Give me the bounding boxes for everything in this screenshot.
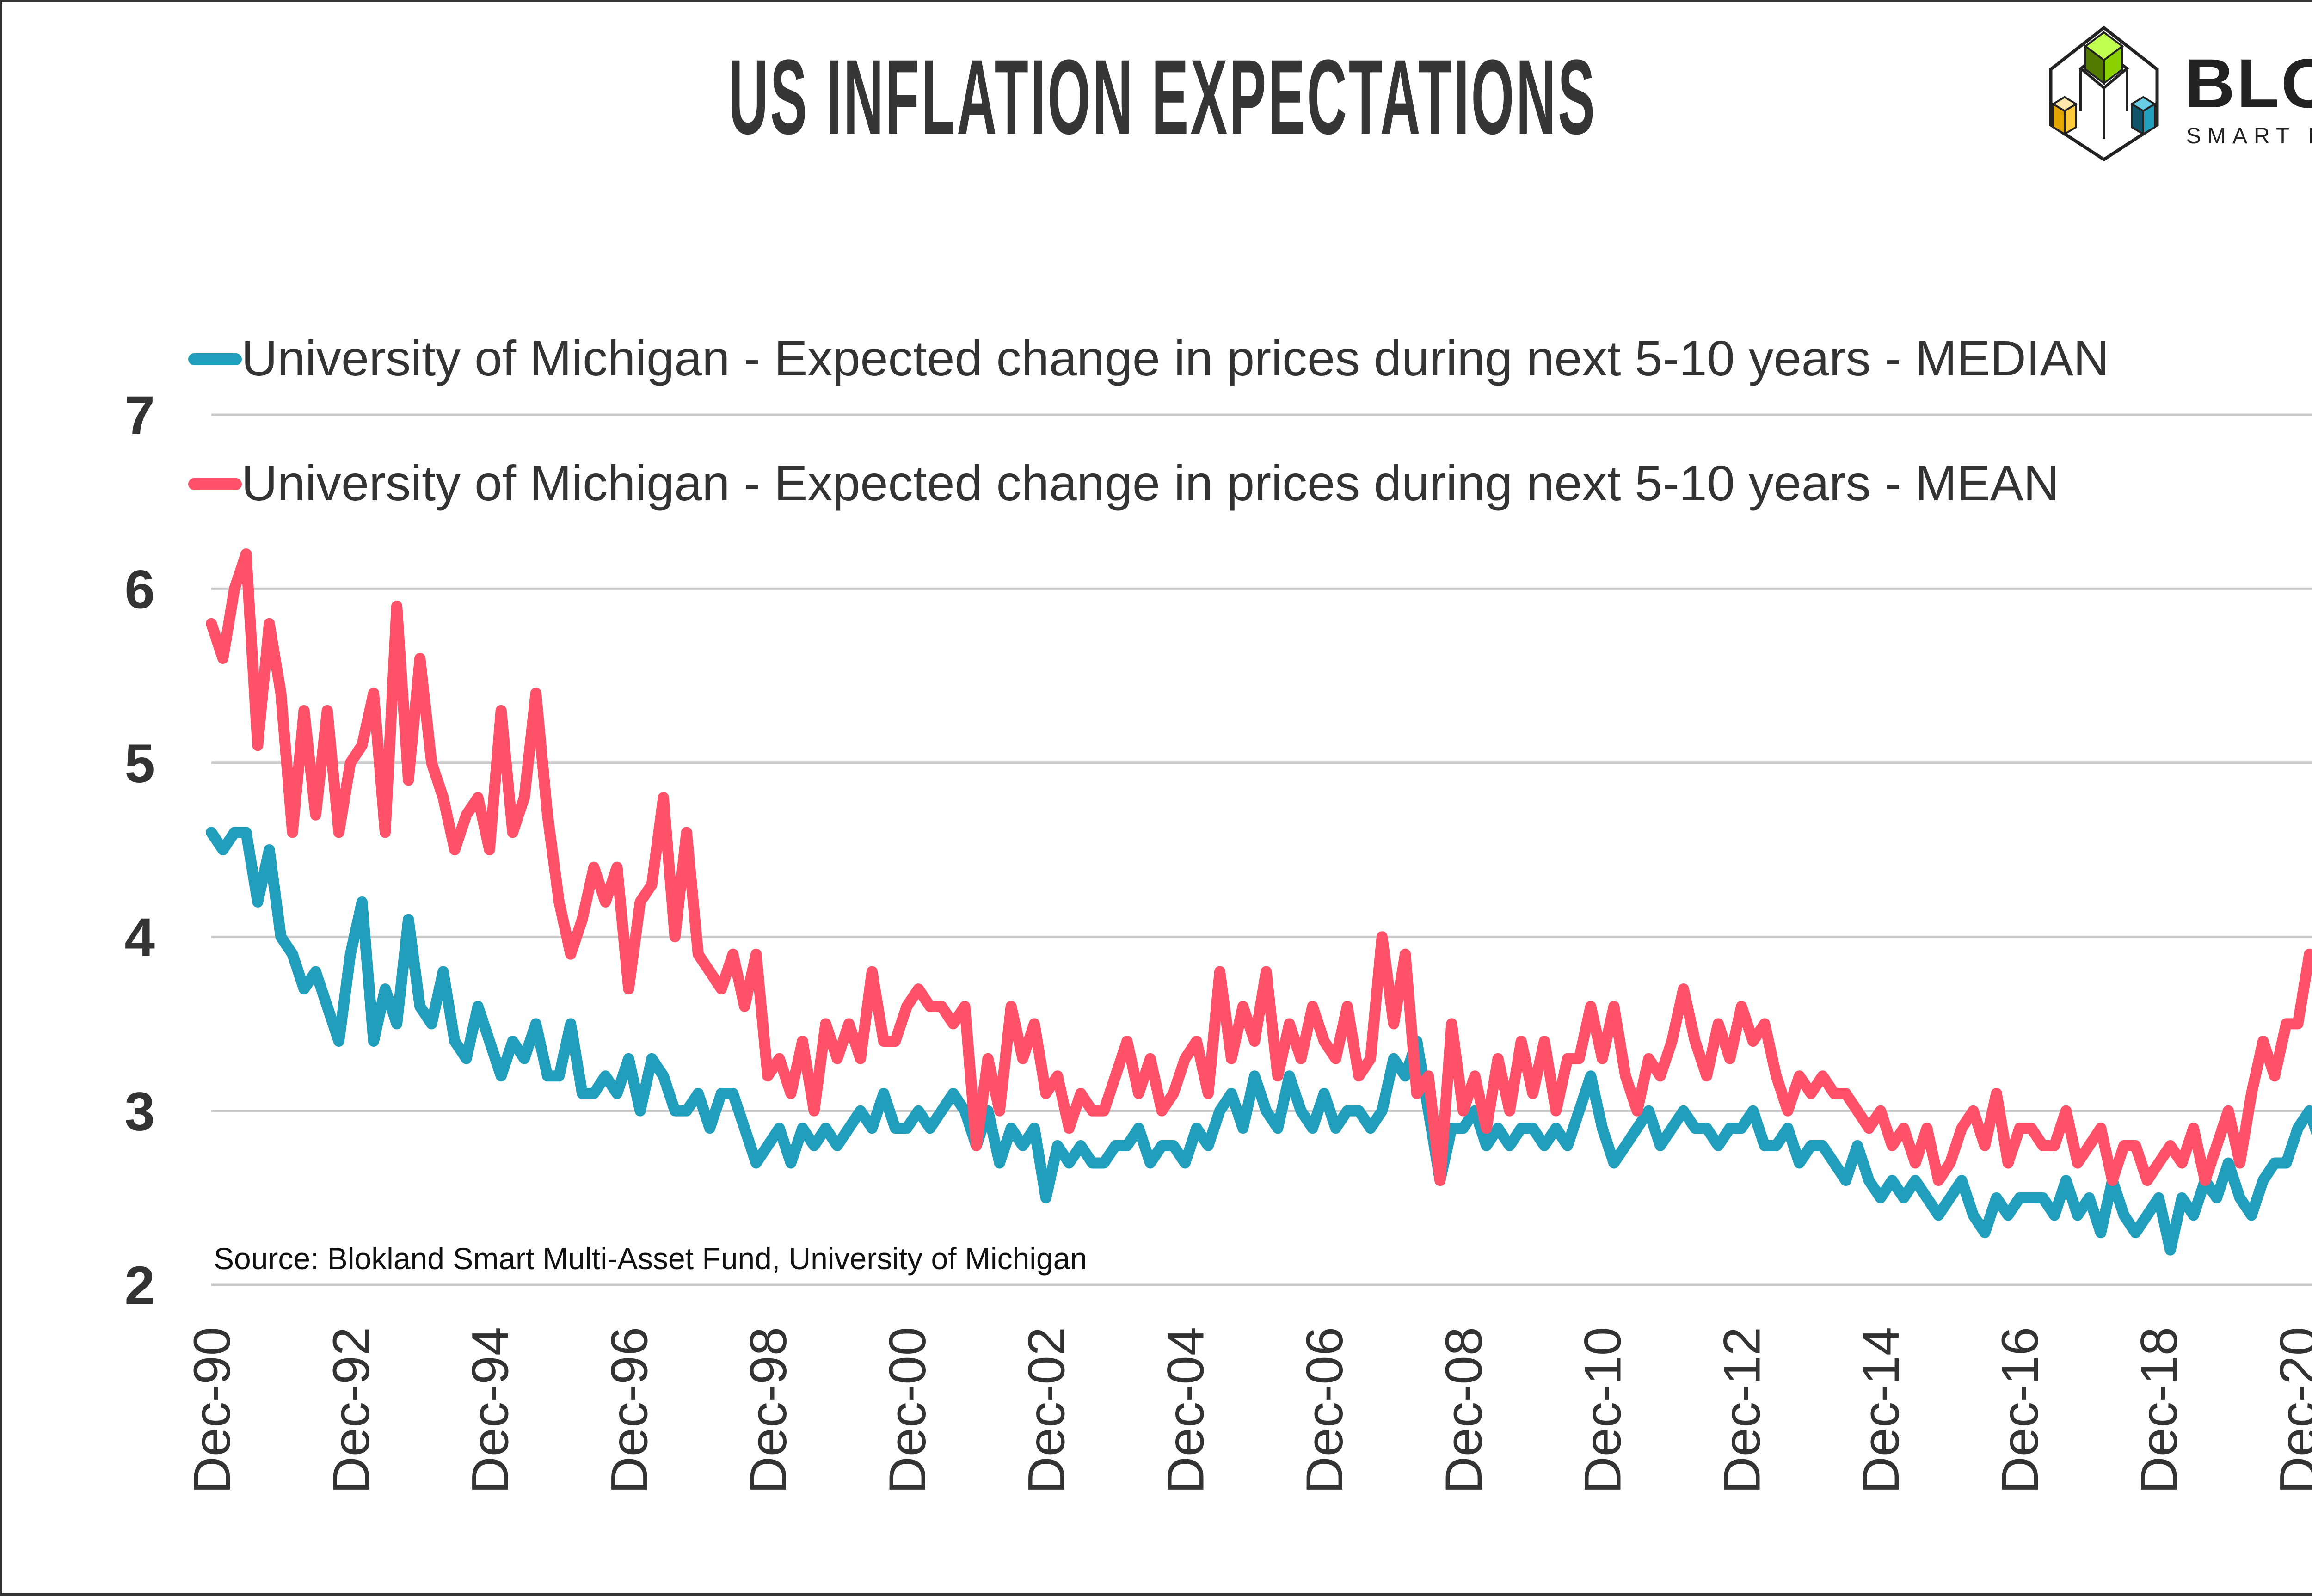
series-lines [206,548,2312,1256]
x-axis-tick-labels: Dec-90 Dec-92 Dec-94 Dec-96 Dec-98 Dec-00 Dec-… [183,1327,2312,1494]
blokland-cube-logo-icon [2049,25,2159,162]
x-tick-label: Dec-02 [1018,1327,1076,1494]
gridlines [211,413,2312,1286]
x-tick-label: Dec-92 [322,1327,380,1494]
legend: University of Michigan - Expected change… [188,330,2109,511]
x-tick-label: Dec-00 [879,1327,936,1494]
x-tick-label: Dec-14 [1852,1327,1910,1494]
y-tick-label: 6 [124,559,155,620]
series-line-mean [206,548,2312,1186]
x-tick-label: Dec-90 [183,1327,241,1494]
x-tick-label: Dec-96 [600,1327,658,1494]
x-tick-label: Dec-20 [2269,1327,2312,1494]
legend-label-mean: University of Michigan - Expected change… [241,455,2060,511]
logo-wordmark: BLOKLAND [2185,44,2312,122]
y-tick-label: 2 [124,1255,155,1316]
y-tick-label: 7 [124,385,155,446]
x-tick-label: Dec-12 [1713,1327,1771,1494]
series-line-median [206,827,2312,1256]
x-tick-label: Dec-18 [2130,1327,2188,1494]
x-tick-label: Dec-98 [739,1327,797,1494]
legend-label-median: University of Michigan - Expected change… [241,330,2109,386]
x-tick-label: Dec-08 [1435,1327,1493,1494]
x-tick-label: Dec-16 [1991,1327,2049,1494]
x-tick-label: Dec-10 [1574,1327,1632,1494]
y-tick-label: 4 [124,907,155,968]
y-tick-label: 5 [124,733,155,794]
x-tick-label: Dec-94 [461,1327,519,1494]
blokland-logo: BLOKLAND SMART MULTI-ASSET FUND [2035,23,2312,162]
logo-tagline: SMART MULTI-ASSET FUND [2186,124,2312,148]
source-annotation: Source: Blokland Smart Multi-Asset Fund,… [214,1241,1087,1276]
x-tick-label: Dec-04 [1156,1327,1214,1494]
y-axis-tick-labels: 2 3 4 5 6 7 [124,385,155,1316]
y-tick-label: 3 [124,1081,155,1142]
x-tick-label: Dec-06 [1296,1327,1353,1494]
